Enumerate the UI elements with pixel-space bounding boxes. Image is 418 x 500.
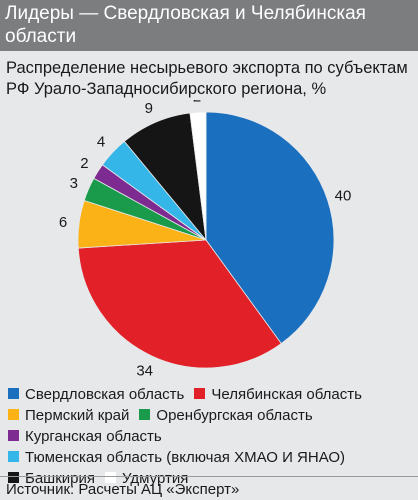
chart-header: Лидеры — Свердловская и Челябинская обла… bbox=[0, 0, 418, 51]
legend-swatch-5 bbox=[8, 430, 19, 441]
pie-value-label-5: 2 bbox=[80, 155, 88, 172]
pie-slice-8 bbox=[189, 111, 207, 241]
legend-swatch-7 bbox=[8, 472, 19, 483]
legend-item-5: Курганская область bbox=[8, 426, 162, 447]
legend-label-7: Башкирия bbox=[25, 470, 96, 487]
legend-item-2: Челябинская область bbox=[194, 384, 362, 405]
legend-swatch-2 bbox=[194, 388, 206, 399]
legend-item-8: Удмуртия bbox=[105, 468, 188, 489]
pie-value-label-1: 40 bbox=[335, 188, 352, 205]
legend-item-4: Оренбургская область bbox=[139, 405, 313, 426]
legend-label-6: Тюменская область (включая ХМАО И ЯНАО) bbox=[25, 449, 346, 466]
legend-label-5: Курганская область bbox=[25, 428, 162, 445]
chart-source: Источник: Расчеты АЦ «Эксперт» bbox=[0, 476, 418, 500]
legend-item-3: Пермский край bbox=[8, 405, 129, 426]
legend-label-1: Свердловская область bbox=[25, 386, 185, 403]
legend-item-7: Башкирия bbox=[8, 468, 95, 489]
pie-slice-2 bbox=[77, 239, 282, 369]
legend-label-4: Оренбургская область bbox=[156, 407, 313, 424]
legend-label-3: Пермский край bbox=[25, 407, 130, 424]
legend-swatch-6 bbox=[8, 451, 19, 462]
pie-value-label-3: 6 bbox=[59, 214, 67, 231]
legend-label-2: Челябинская область bbox=[211, 386, 362, 403]
pie-value-label-4: 3 bbox=[70, 175, 78, 192]
legend-swatch-8 bbox=[105, 472, 117, 483]
legend-swatch-4 bbox=[139, 409, 151, 420]
pie-value-label-8: 2 bbox=[193, 100, 201, 105]
legend-swatch-1 bbox=[8, 388, 19, 399]
legend-label-8: Удмуртия bbox=[122, 470, 189, 487]
pie-chart: 4034632492 bbox=[59, 100, 352, 379]
legend-item-1: Свердловская область bbox=[8, 384, 184, 405]
legend-swatch-3 bbox=[8, 409, 19, 420]
pie-value-label-2: 34 bbox=[136, 362, 153, 379]
pie-slice-1 bbox=[205, 111, 335, 345]
pie-value-label-6: 4 bbox=[97, 133, 105, 150]
chart-subtitle: Распределение несырьевого экспорта по су… bbox=[6, 59, 408, 98]
chart-title: Лидеры — Свердловская и Челябинская обла… bbox=[5, 3, 366, 47]
chart-legend: Свердловская область Челябинская область П… bbox=[8, 384, 414, 489]
pie-value-label-7: 9 bbox=[145, 100, 153, 117]
legend-item-6: Тюменская область (включая ХМАО И ЯНАО) bbox=[8, 447, 345, 468]
